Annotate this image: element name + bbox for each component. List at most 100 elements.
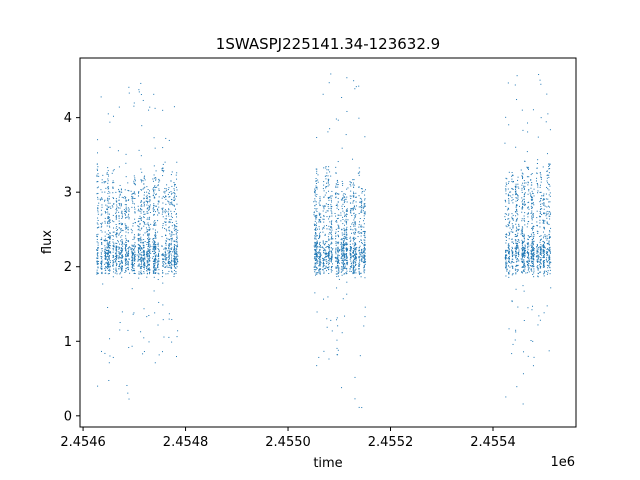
data-point bbox=[150, 252, 152, 254]
data-point bbox=[549, 192, 551, 194]
data-point bbox=[517, 179, 519, 181]
data-point bbox=[124, 223, 126, 225]
data-point bbox=[147, 258, 149, 260]
data-point bbox=[330, 241, 332, 243]
data-point bbox=[543, 241, 545, 243]
data-point bbox=[325, 266, 327, 268]
data-point bbox=[516, 205, 518, 207]
data-point bbox=[150, 246, 152, 248]
data-point bbox=[511, 252, 513, 254]
data-point bbox=[146, 210, 148, 212]
data-point bbox=[138, 260, 140, 262]
data-point bbox=[315, 228, 317, 230]
data-point bbox=[107, 217, 109, 219]
data-point bbox=[107, 211, 109, 213]
data-point bbox=[97, 211, 99, 213]
data-point bbox=[97, 272, 99, 274]
data-point bbox=[336, 257, 338, 259]
data-point bbox=[324, 267, 326, 269]
data-point bbox=[512, 202, 514, 204]
data-point bbox=[337, 224, 339, 226]
data-point bbox=[354, 243, 356, 245]
data-point bbox=[97, 192, 99, 194]
data-point bbox=[143, 201, 145, 203]
data-point bbox=[521, 201, 523, 203]
data-point bbox=[515, 264, 517, 266]
data-point bbox=[118, 191, 120, 193]
data-point bbox=[548, 242, 550, 244]
data-point bbox=[540, 239, 542, 241]
data-point bbox=[350, 190, 352, 192]
data-point bbox=[171, 264, 173, 266]
data-point bbox=[539, 319, 541, 321]
data-point bbox=[165, 198, 167, 200]
data-point bbox=[141, 261, 143, 263]
data-point bbox=[527, 260, 529, 262]
data-point bbox=[340, 271, 342, 273]
data-point bbox=[148, 254, 150, 256]
data-point bbox=[127, 263, 129, 265]
data-point bbox=[342, 223, 344, 225]
data-point bbox=[176, 263, 178, 265]
data-point bbox=[174, 262, 176, 264]
data-point bbox=[100, 223, 102, 225]
data-point bbox=[352, 243, 354, 245]
data-point bbox=[314, 263, 316, 265]
data-point bbox=[352, 252, 354, 254]
data-point bbox=[525, 272, 527, 274]
data-point bbox=[329, 262, 331, 264]
data-point bbox=[532, 232, 534, 234]
data-point bbox=[358, 172, 360, 174]
data-point bbox=[523, 248, 525, 250]
data-point bbox=[363, 272, 365, 274]
data-point bbox=[532, 265, 534, 267]
data-point bbox=[353, 223, 355, 225]
data-point bbox=[531, 202, 533, 204]
data-point bbox=[108, 245, 110, 247]
data-point bbox=[530, 250, 532, 252]
data-point bbox=[354, 254, 356, 256]
data-point bbox=[113, 203, 115, 205]
data-point bbox=[153, 260, 155, 262]
data-point bbox=[335, 183, 337, 185]
data-point bbox=[341, 232, 343, 234]
data-point bbox=[140, 210, 142, 212]
data-point bbox=[118, 258, 120, 260]
data-point bbox=[319, 214, 321, 216]
data-point bbox=[134, 177, 136, 179]
data-point bbox=[355, 263, 357, 265]
data-point bbox=[527, 242, 529, 244]
data-point bbox=[121, 265, 123, 267]
data-point bbox=[155, 224, 157, 226]
data-point bbox=[353, 217, 355, 219]
data-point bbox=[140, 256, 142, 258]
data-point bbox=[175, 252, 177, 254]
data-point bbox=[107, 200, 109, 202]
data-point bbox=[165, 253, 167, 255]
data-point bbox=[119, 223, 121, 225]
data-point bbox=[508, 194, 510, 196]
data-point bbox=[549, 269, 551, 271]
data-point bbox=[154, 269, 156, 271]
data-point bbox=[322, 218, 324, 220]
data-point bbox=[134, 183, 136, 185]
data-point bbox=[133, 254, 135, 256]
data-point bbox=[548, 172, 550, 174]
data-point bbox=[318, 251, 320, 253]
data-point bbox=[107, 217, 109, 219]
data-point bbox=[173, 188, 175, 190]
data-point bbox=[511, 274, 513, 276]
data-point bbox=[363, 269, 365, 271]
data-point bbox=[343, 202, 345, 204]
data-point bbox=[550, 287, 552, 289]
data-point bbox=[133, 248, 135, 250]
data-point bbox=[353, 193, 355, 195]
data-point bbox=[532, 262, 534, 264]
data-point bbox=[524, 250, 526, 252]
data-point bbox=[337, 248, 339, 250]
data-point bbox=[546, 177, 548, 179]
data-point bbox=[129, 272, 131, 274]
data-point bbox=[540, 248, 542, 250]
data-point bbox=[176, 189, 178, 191]
data-point bbox=[315, 242, 317, 244]
